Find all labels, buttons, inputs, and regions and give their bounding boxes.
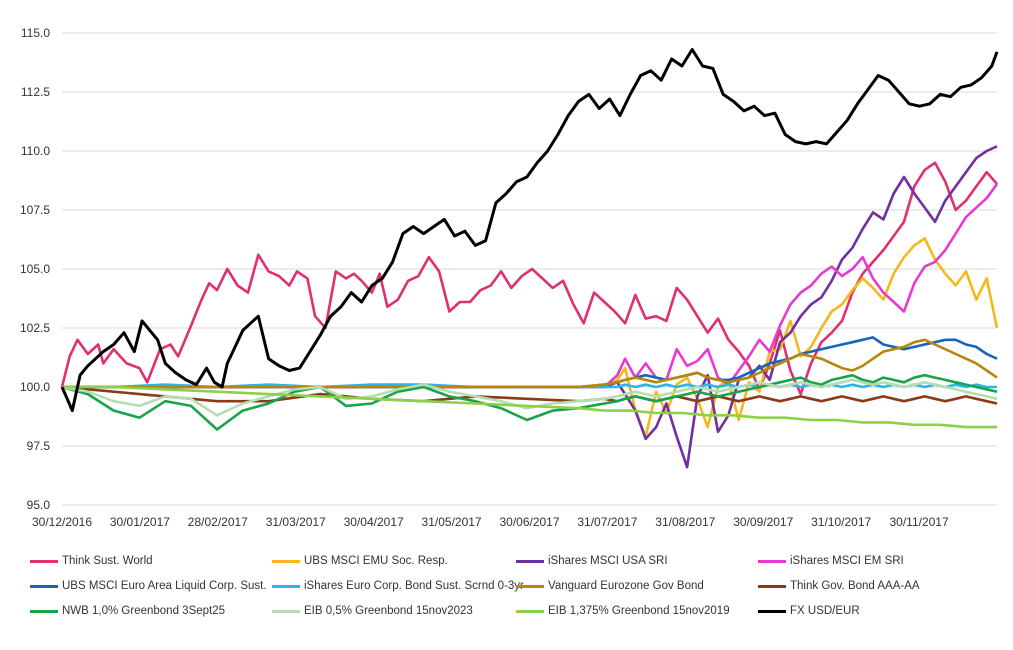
- legend-label: EIB 0,5% Greenbond 15nov2023: [304, 605, 473, 617]
- legend-item[interactable]: FX USD/EUR: [758, 603, 860, 619]
- legend-swatch: [30, 559, 58, 563]
- x-tick-label: 31/08/2017: [655, 515, 715, 529]
- legend-item[interactable]: EIB 0,5% Greenbond 15nov2023: [272, 603, 473, 619]
- legend-swatch: [30, 609, 58, 613]
- x-tick-label: 30/01/2017: [110, 515, 170, 529]
- legend-swatch: [516, 559, 544, 563]
- series-line-0: [60, 161, 998, 396]
- x-tick-label: 30/04/2017: [344, 515, 404, 529]
- x-tick-label: 31/10/2017: [811, 515, 871, 529]
- legend-item[interactable]: UBS MSCI EMU Soc. Resp.: [272, 553, 448, 569]
- x-tick-label: 31/03/2017: [266, 515, 326, 529]
- y-tick-label: 95.0: [27, 498, 51, 512]
- y-tick-label: 115.0: [21, 26, 50, 40]
- y-tick-label: 112.5: [21, 85, 50, 99]
- legend-label: Think Sust. World: [62, 555, 153, 567]
- y-tick-label: 100.0: [20, 380, 50, 394]
- legend-label: NWB 1,0% Greenbond 3Sept25: [62, 605, 226, 617]
- series-line-10: [62, 385, 997, 429]
- legend-swatch: [272, 559, 300, 563]
- legend-label: Think Gov. Bond AAA-AA: [790, 580, 920, 592]
- y-tick-label: 110.0: [21, 144, 50, 158]
- series-line-6: [62, 338, 998, 389]
- y-tick-label: 107.5: [20, 203, 50, 217]
- legend-label: UBS MSCI EMU Soc. Resp.: [304, 555, 448, 567]
- x-tick-label: 30/09/2017: [733, 515, 793, 529]
- y-tick-label: 97.5: [27, 439, 51, 453]
- legend-label: EIB 1,375% Greenbond 15nov2019: [548, 605, 730, 617]
- legend-label: UBS MSCI Euro Area Liquid Corp. Sust.: [62, 580, 267, 592]
- legend-label: iShares MSCI EM SRI: [790, 555, 904, 567]
- x-axis-ticks: 30/12/2016 30/01/2017 28/02/2017 31/03/2017…: [32, 515, 949, 529]
- legend-item[interactable]: Think Gov. Bond AAA-AA: [758, 578, 920, 594]
- legend-item[interactable]: EIB 1,375% Greenbond 15nov2019: [516, 603, 730, 619]
- legend-item[interactable]: UBS MSCI Euro Area Liquid Corp. Sust.: [30, 578, 267, 594]
- series-line-11: [60, 48, 999, 413]
- x-tick-label: 30/11/2017: [889, 515, 948, 529]
- legend-label: Vanguard Eurozone Gov Bond: [548, 580, 704, 592]
- legend-label: iShares MSCI USA SRI: [548, 555, 668, 567]
- legend-item[interactable]: iShares MSCI USA SRI: [516, 553, 668, 569]
- x-tick-label: 30/06/2017: [499, 515, 559, 529]
- legend-swatch: [516, 584, 544, 588]
- legend-swatch: [516, 609, 544, 613]
- y-axis-ticks: 95.0 97.5 100.0 102.5 105.0 107.5 110.0 112.5 11…: [20, 26, 50, 512]
- legend-item[interactable]: iShares Euro Corp. Bond Sust. Scrnd 0-3y…: [272, 578, 524, 594]
- legend-swatch: [30, 584, 58, 588]
- series-line-9: [61, 378, 998, 417]
- legend-item[interactable]: NWB 1,0% Greenbond 3Sept25: [30, 603, 225, 619]
- x-tick-label: 30/12/2016: [32, 515, 92, 529]
- x-tick-label: 28/02/2017: [188, 515, 248, 529]
- x-tick-label: 31/05/2017: [422, 515, 482, 529]
- legend-swatch: [758, 584, 786, 588]
- legend-label: iShares Euro Corp. Bond Sust. Scrnd 0-3y…: [304, 580, 524, 592]
- legend-swatch: [272, 609, 300, 613]
- legend-item[interactable]: Think Sust. World: [30, 553, 153, 569]
- x-tick-label: 31/07/2017: [577, 515, 637, 529]
- legend-swatch: [272, 584, 300, 588]
- series-lines: [60, 48, 999, 469]
- legend-item[interactable]: iShares MSCI EM SRI: [758, 553, 904, 569]
- legend-label: FX USD/EUR: [790, 605, 860, 617]
- y-tick-label: 102.5: [20, 321, 50, 335]
- legend-item[interactable]: Vanguard Eurozone Gov Bond: [516, 578, 704, 594]
- legend-swatch: [758, 609, 786, 613]
- y-tick-label: 105.0: [20, 262, 50, 276]
- legend-swatch: [758, 559, 786, 563]
